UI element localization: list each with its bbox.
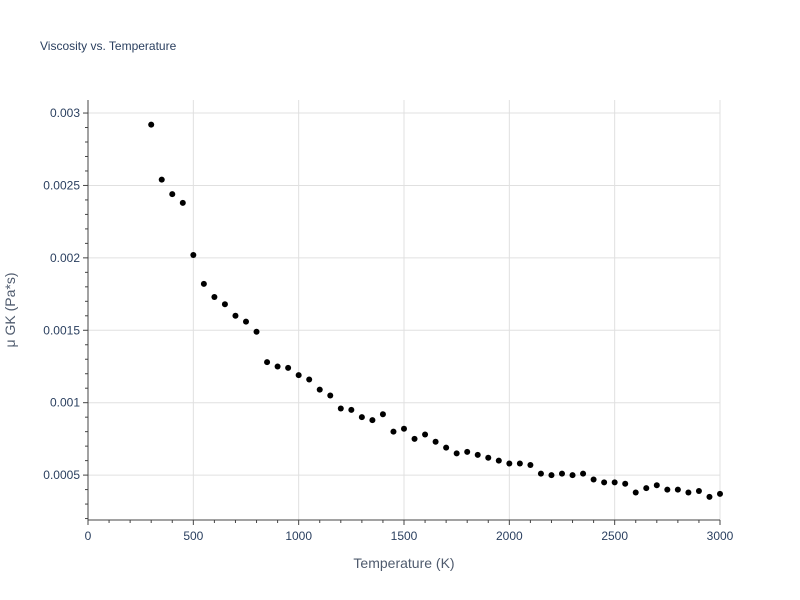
data-point <box>348 406 355 413</box>
data-point <box>717 490 723 497</box>
x-tick-label: 1500 <box>391 529 418 543</box>
data-point <box>653 482 660 489</box>
tick-labels: 0 500 1000 1500 2000 2500 3000 0.0005 0.001 0.001… <box>43 106 733 543</box>
y-tick-label: 0.001 <box>50 396 80 410</box>
data-point <box>316 386 323 393</box>
data-point <box>253 328 260 335</box>
data-point <box>674 486 681 493</box>
data-point <box>537 470 544 477</box>
data-point <box>706 493 713 500</box>
data-point <box>485 454 492 461</box>
data-point <box>664 486 671 493</box>
data-point <box>632 489 639 496</box>
chart-title: Viscosity vs. Temperature <box>40 39 177 53</box>
data-point <box>232 312 239 319</box>
data-point <box>327 392 334 399</box>
x-tick-label: 2000 <box>496 529 523 543</box>
y-tick-label: 0.0015 <box>43 323 80 337</box>
y-tick-label: 0.003 <box>50 106 80 120</box>
data-point <box>495 457 502 464</box>
data-point <box>358 414 365 421</box>
grid-lines <box>88 100 721 520</box>
data-point <box>200 280 207 287</box>
x-axis-title: Temperature (K) <box>353 555 454 571</box>
data-point <box>464 448 471 455</box>
x-tick-label: 0 <box>85 529 92 543</box>
data-point <box>516 460 523 467</box>
data-point <box>179 199 186 206</box>
data-point <box>580 470 587 477</box>
data-point <box>443 444 450 451</box>
x-tick-label: 2500 <box>601 529 628 543</box>
data-point <box>643 485 650 492</box>
data-point <box>411 435 418 442</box>
x-tick-label: 1000 <box>285 529 312 543</box>
data-point <box>169 191 176 198</box>
x-tick-label: 500 <box>183 529 203 543</box>
data-point <box>379 411 386 418</box>
data-point <box>453 450 460 457</box>
data-point <box>401 425 407 432</box>
data-point <box>506 460 513 467</box>
y-axis-title: μ GK (Pa*s) <box>2 273 18 348</box>
data-points <box>148 121 723 500</box>
data-point <box>474 451 481 458</box>
data-point <box>611 479 618 486</box>
data-point <box>685 489 692 496</box>
data-point <box>569 472 576 479</box>
data-point <box>274 363 281 370</box>
data-point <box>422 431 429 438</box>
y-tick-label: 0.002 <box>50 251 80 265</box>
data-point <box>369 417 376 424</box>
data-point <box>337 405 344 412</box>
y-tick-label: 0.0025 <box>43 178 80 192</box>
data-point <box>548 472 555 479</box>
data-point <box>148 121 155 128</box>
data-point <box>590 476 597 483</box>
axes <box>83 100 721 525</box>
data-point <box>243 318 249 325</box>
y-tick-label: 0.0005 <box>43 468 80 482</box>
data-point <box>285 364 292 371</box>
data-point <box>601 479 608 486</box>
data-point <box>190 251 197 258</box>
data-point <box>432 438 439 445</box>
data-point <box>295 372 302 379</box>
data-point <box>211 293 218 300</box>
data-point <box>527 461 534 468</box>
data-point <box>390 428 397 435</box>
data-point <box>264 359 271 366</box>
data-point <box>695 488 702 495</box>
data-point <box>559 470 565 477</box>
x-tick-label: 3000 <box>707 529 734 543</box>
data-point <box>622 480 629 487</box>
data-point <box>221 301 228 308</box>
data-point <box>158 176 165 183</box>
data-point <box>306 376 313 383</box>
